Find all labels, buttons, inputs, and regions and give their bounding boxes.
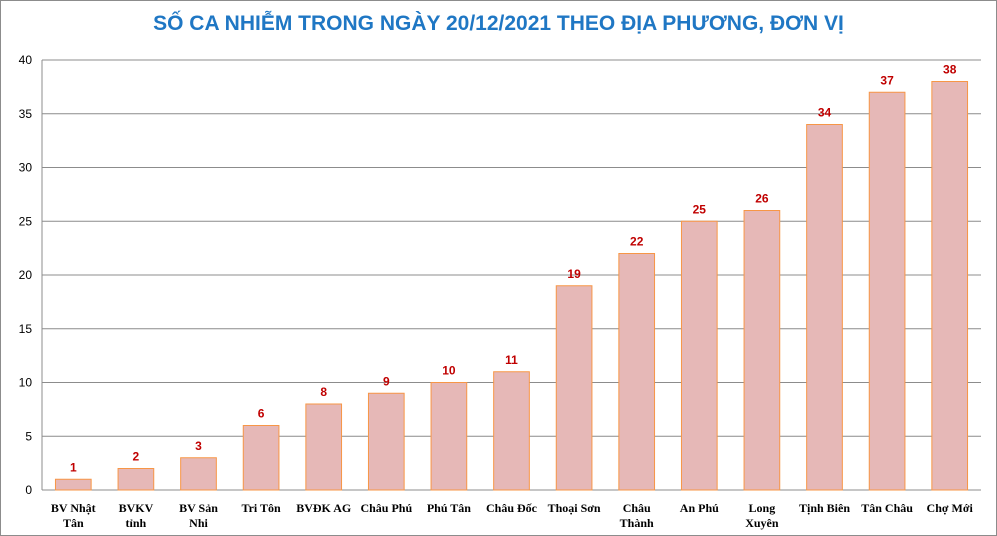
data-label: 1	[70, 460, 77, 474]
bar	[743, 210, 781, 491]
y-tick-label: 30	[19, 161, 33, 175]
category-label: Phú Tân	[427, 501, 471, 515]
category-label: Châu Đốc	[486, 501, 538, 515]
data-label: 22	[630, 235, 644, 249]
data-label: 25	[693, 202, 707, 216]
category-label: BV Sản Nhi	[179, 501, 218, 530]
data-label: 37	[880, 73, 894, 87]
y-tick-label: 20	[19, 268, 33, 282]
data-label: 6	[258, 407, 265, 421]
y-tick-label: 15	[19, 322, 33, 336]
data-label: 10	[442, 364, 456, 378]
category-label: Chợ Mới	[927, 501, 974, 515]
category-label: Châu Thành	[620, 501, 654, 530]
category-label: An Phú	[680, 501, 719, 515]
y-tick-label: 25	[19, 214, 33, 228]
data-label: 3	[195, 439, 202, 453]
bar	[54, 478, 92, 491]
bar	[305, 403, 343, 491]
bar	[242, 425, 280, 491]
category-label: Tịnh Biên	[799, 501, 850, 515]
bar	[430, 382, 468, 491]
bar	[367, 392, 405, 491]
y-tick-label: 35	[19, 107, 33, 121]
category-label: Tri Tôn	[241, 501, 281, 515]
category-label: BV Nhật Tân	[51, 501, 96, 530]
category-label: Châu Phú	[360, 501, 412, 515]
category-label: Long Xuyên	[745, 501, 779, 530]
data-label: 34	[818, 106, 832, 120]
bar	[180, 457, 217, 491]
category-label: Tân Châu	[861, 501, 913, 515]
data-label: 38	[943, 63, 957, 77]
data-label: 11	[505, 353, 518, 367]
bar	[806, 124, 843, 491]
bar	[493, 371, 530, 491]
data-label: 19	[567, 267, 581, 281]
data-label: 8	[320, 385, 327, 399]
category-label: Thoại Sơn	[548, 501, 601, 515]
bar	[117, 468, 155, 491]
category-label: BVKV tỉnh	[119, 501, 154, 530]
y-tick-label: 40	[19, 53, 33, 67]
y-tick-label: 10	[19, 376, 33, 390]
data-label: 9	[383, 374, 390, 388]
bar	[868, 91, 906, 491]
category-label: BVĐK AG	[296, 501, 351, 515]
data-label: 2	[133, 450, 140, 464]
bar	[680, 220, 718, 491]
data-label: 26	[755, 192, 769, 206]
bar	[555, 285, 593, 491]
bar	[618, 253, 656, 491]
y-tick-label: 5	[25, 429, 32, 443]
chart-title: SỐ CA NHIỄM TRONG NGÀY 20/12/2021 THEO Đ…	[153, 12, 844, 35]
y-tick-label: 0	[25, 483, 32, 497]
bar	[931, 81, 969, 491]
